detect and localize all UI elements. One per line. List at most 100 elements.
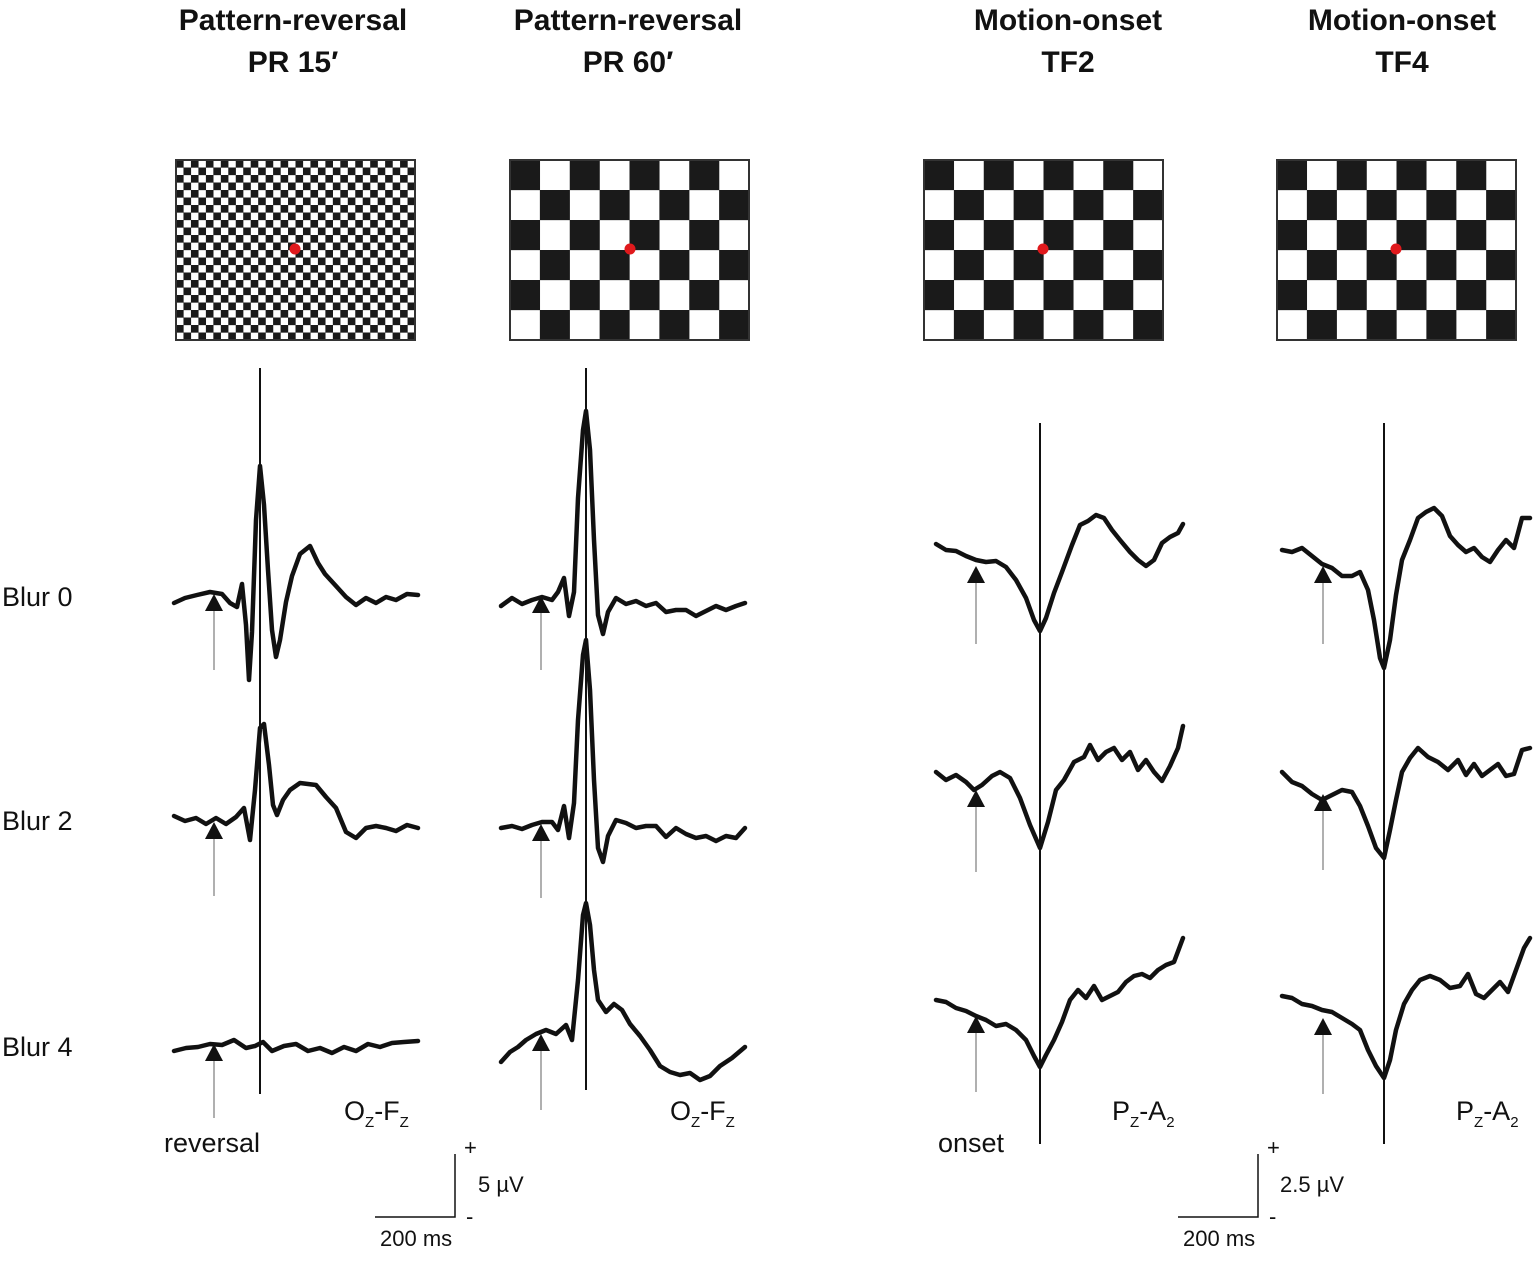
checkerboard-pr15-check xyxy=(332,182,341,191)
checkerboard-pr15-check xyxy=(407,332,416,341)
checkerboard-tf4-check xyxy=(1277,280,1308,311)
checkerboard-pr15-check xyxy=(183,287,192,296)
checkerboard-pr15-check xyxy=(295,325,304,333)
checkerboard-pr15-check xyxy=(340,325,348,333)
checkerboard-pr15-check xyxy=(325,205,333,213)
checkerboard-pr15-check xyxy=(220,295,229,303)
checkerboard-pr15-check xyxy=(198,242,207,251)
checkerboard-pr15-check xyxy=(317,212,326,221)
checkerboard-pr15-check xyxy=(295,220,304,228)
checkerboard-pr15-check xyxy=(258,287,266,296)
checkerboard-tf4-check xyxy=(1486,250,1517,281)
checkerboard-pr15-check xyxy=(190,295,199,303)
arrow-head xyxy=(532,596,550,613)
event-label-reversal: reversal xyxy=(164,1128,260,1158)
arrow-head xyxy=(205,1044,223,1061)
checkerboard-pr15-check xyxy=(273,242,281,251)
checkerboard-tf4-check xyxy=(1336,160,1367,191)
checkerboard-pr15-check xyxy=(235,295,244,303)
checkerboard-pr15-check xyxy=(213,287,221,296)
checkerboard-pr15-check xyxy=(176,235,184,243)
checkerboard-pr15-check xyxy=(355,205,363,213)
checkerboard-pr15-check xyxy=(295,205,304,213)
checkerboard-pr15-check xyxy=(198,272,207,281)
checkerboard-pr15-check xyxy=(347,182,356,191)
checkerboard-pr15-check xyxy=(362,242,371,251)
checkerboard-pr15-check xyxy=(295,235,304,243)
checkerboard-pr15-check xyxy=(385,205,393,213)
checkerboard-pr15-check xyxy=(228,332,236,341)
checkerboard-pr15-check xyxy=(340,190,348,198)
checkerboard-pr15-check xyxy=(176,220,184,228)
checkerboard-tf2-check xyxy=(983,280,1014,311)
checkerboard-pr15-check xyxy=(183,302,192,311)
checkerboard-pr15-check xyxy=(332,212,341,221)
checkerboard-pr15-check xyxy=(190,175,199,183)
checkerboard-pr15-check xyxy=(235,190,244,198)
checkerboard-pr15-check xyxy=(198,302,207,311)
col3-title-line1: Motion-onset xyxy=(974,4,1162,37)
checkerboard-pr15-check xyxy=(243,242,251,251)
checkerboard-tf4-check xyxy=(1306,310,1337,341)
checkerboard-pr15-check xyxy=(176,325,184,333)
checkerboard-tf4-check xyxy=(1277,220,1308,251)
arrow-head xyxy=(967,1016,985,1033)
checkerboard-pr60-check xyxy=(599,310,630,341)
checkerboard-pr15-check xyxy=(340,265,348,273)
channel-label-pr15: OZ-FZ xyxy=(344,1096,409,1131)
checkerboard-pr15-check xyxy=(190,325,199,333)
checkerboard-pr15-check xyxy=(250,190,259,198)
checkerboard-pr15-check xyxy=(325,295,333,303)
checkerboard-pr60-check xyxy=(719,310,750,341)
checkerboard-pr60-check xyxy=(629,160,660,191)
trace-tf2-blur2 xyxy=(933,723,1186,851)
checkerboard-pr15-check xyxy=(228,197,236,206)
scale-bar-mo-lines xyxy=(1178,1154,1259,1218)
checkerboard-pr15-check xyxy=(273,182,281,191)
checkerboard-tf4-check xyxy=(1366,250,1397,281)
checkerboard-pr15-check xyxy=(205,265,214,273)
checkerboard-pr15-check xyxy=(407,197,416,206)
checkerboard-pr15-check xyxy=(228,182,236,191)
checkerboard-pr15-check xyxy=(362,167,371,176)
checkerboard-pr15-check xyxy=(258,197,266,206)
checkerboard-pr15-check xyxy=(310,190,319,198)
checkerboard-pr15-check xyxy=(370,205,378,213)
checkerboard-tf4-check xyxy=(1456,280,1487,311)
checkerboard-pr15-check xyxy=(228,242,236,251)
checkerboard-pr15-check xyxy=(205,310,214,318)
checkerboard-pr15-check xyxy=(190,160,199,168)
checkerboard-pr15-check xyxy=(176,250,184,258)
checkerboard-pr15-check xyxy=(302,302,311,311)
checkerboard-pr15-check xyxy=(392,332,401,341)
row-label-blur4: Blur 4 xyxy=(2,1032,73,1062)
checkerboard-pr15-check xyxy=(400,295,408,303)
checkerboard-pr15-check xyxy=(355,295,363,303)
checkerboard-pr15-check xyxy=(235,310,244,318)
checkerboard-pr15-check xyxy=(385,175,393,183)
checkerboard-pr15-check xyxy=(288,272,296,281)
checkerboard-tf4-check xyxy=(1396,280,1427,311)
checkerboard-pr15-check xyxy=(183,197,192,206)
checkerboard-pr15-check xyxy=(235,160,244,168)
checkerboard-pr15-check xyxy=(340,310,348,318)
checkerboard-tf4 xyxy=(1276,159,1517,341)
trace-pr15-blur4 xyxy=(171,1037,421,1056)
checkerboard-tf2-check xyxy=(953,190,984,221)
checkerboard-pr15-check xyxy=(183,272,192,281)
checkerboard-tf4-check xyxy=(1336,220,1367,251)
trace-pr60-blur4 xyxy=(498,900,748,1083)
checkerboard-pr15-check xyxy=(265,220,274,228)
checkerboard-pr15-check xyxy=(213,272,221,281)
checkerboard-pr15-check xyxy=(250,205,259,213)
checkerboard-pr15-check xyxy=(377,302,386,311)
checkerboard-pr15-check xyxy=(332,257,341,266)
checkerboard-pr15-check xyxy=(258,332,266,341)
checkerboard-pr15-check xyxy=(280,325,289,333)
checkerboard-pr15-check xyxy=(407,317,416,326)
checkerboard-pr15-check xyxy=(355,190,363,198)
checkerboard-pr15-check xyxy=(400,175,408,183)
checkerboard-pr15-check xyxy=(340,295,348,303)
checkerboard-pr15-check xyxy=(183,317,192,326)
checkerboard-pr15-check xyxy=(220,160,229,168)
